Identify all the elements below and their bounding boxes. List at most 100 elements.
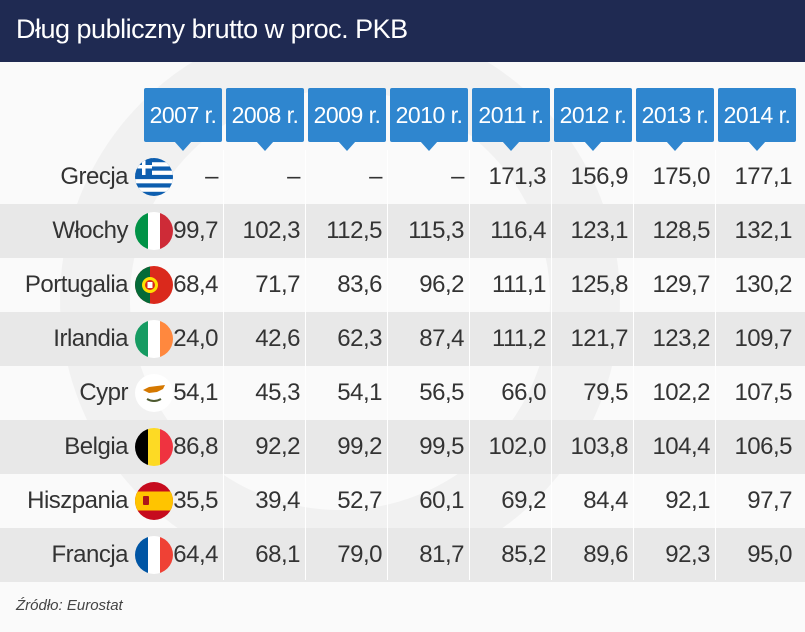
chart-title: Dług publiczny brutto w proc. PKB bbox=[16, 14, 408, 44]
table-cell: 115,3 bbox=[408, 217, 464, 244]
row-band bbox=[0, 528, 805, 582]
row-band bbox=[0, 420, 805, 474]
table-cell: 97,7 bbox=[747, 487, 792, 514]
column-header-2011: 2011 r. bbox=[472, 88, 550, 151]
table-cell: 69,2 bbox=[501, 487, 546, 514]
table-cell: 102,0 bbox=[488, 433, 546, 460]
table-cell: – bbox=[205, 163, 218, 190]
greece-flag-icon bbox=[135, 158, 173, 196]
table-cell: 92,2 bbox=[255, 433, 300, 460]
table-cell: 64,4 bbox=[173, 541, 218, 568]
country-label: Irlandia bbox=[53, 325, 128, 352]
table-cell: 103,8 bbox=[570, 433, 628, 460]
column-header-2010: 2010 r. bbox=[390, 88, 468, 151]
italy-flag-icon bbox=[135, 212, 173, 250]
table-cell: 68,1 bbox=[255, 541, 300, 568]
table-cell: 175,0 bbox=[652, 163, 710, 190]
row-band bbox=[0, 204, 805, 258]
france-flag-icon bbox=[135, 536, 173, 574]
table-cell: 102,3 bbox=[242, 217, 300, 244]
country-label: Francja bbox=[51, 541, 128, 568]
table-cell: 99,2 bbox=[337, 433, 382, 460]
table-cell: 111,1 bbox=[492, 271, 547, 298]
table-cell: 92,3 bbox=[665, 541, 710, 568]
table-cell: 123,1 bbox=[570, 217, 628, 244]
row-band bbox=[0, 312, 805, 366]
spain-flag-icon bbox=[135, 482, 173, 520]
table-cell: 107,5 bbox=[734, 379, 792, 406]
column-divider bbox=[223, 150, 224, 580]
table-cell: 66,0 bbox=[501, 379, 546, 406]
table-cell: 39,4 bbox=[255, 487, 300, 514]
table-cell: 71,7 bbox=[255, 271, 300, 298]
table-cell: 121,7 bbox=[570, 325, 628, 352]
ireland-flag-icon bbox=[135, 320, 173, 358]
column-header-2009: 2009 r. bbox=[308, 88, 386, 151]
country-label: Hiszpania bbox=[27, 487, 128, 514]
country-label: Cypr bbox=[79, 379, 128, 406]
table-cell: 60,1 bbox=[419, 487, 464, 514]
table-cell: 95,0 bbox=[747, 541, 792, 568]
table-cell: 116,4 bbox=[490, 217, 546, 244]
table-cell: 125,8 bbox=[570, 271, 628, 298]
table-cell: 86,8 bbox=[173, 433, 218, 460]
table-cell: 132,1 bbox=[734, 217, 792, 244]
table-cell: 112,5 bbox=[326, 217, 382, 244]
table-cell: – bbox=[451, 163, 464, 190]
table-cell: 96,2 bbox=[419, 271, 464, 298]
table-cell: 177,1 bbox=[734, 163, 792, 190]
table-cell: 35,5 bbox=[173, 487, 218, 514]
table-cell: 84,4 bbox=[583, 487, 628, 514]
table-cell: 99,7 bbox=[173, 217, 218, 244]
column-divider bbox=[469, 150, 470, 580]
table-cell: 128,5 bbox=[652, 217, 710, 244]
table-cell: 130,2 bbox=[734, 271, 792, 298]
table-cell: 129,7 bbox=[652, 271, 710, 298]
table-cell: 62,3 bbox=[337, 325, 382, 352]
table-cell: – bbox=[287, 163, 300, 190]
table-cell: 79,0 bbox=[337, 541, 382, 568]
column-header-2013: 2013 r. bbox=[636, 88, 714, 151]
table-cell: 104,4 bbox=[652, 433, 710, 460]
table-cell: 79,5 bbox=[583, 379, 628, 406]
column-header-2012: 2012 r. bbox=[554, 88, 632, 151]
column-divider bbox=[387, 150, 388, 580]
table-cell: 24,0 bbox=[173, 325, 218, 352]
portugal-flag-icon bbox=[135, 266, 173, 304]
table-cell: 89,6 bbox=[583, 541, 628, 568]
table-cell: 54,1 bbox=[337, 379, 382, 406]
belgium-flag-icon bbox=[135, 428, 173, 466]
table-cell: 42,6 bbox=[255, 325, 300, 352]
table-cell: 52,7 bbox=[337, 487, 382, 514]
table-cell: 45,3 bbox=[255, 379, 300, 406]
table-cell: 111,2 bbox=[492, 325, 547, 352]
source-note: Źródło: Eurostat bbox=[16, 597, 123, 614]
table-cell: 92,1 bbox=[665, 487, 710, 514]
table-cell: 85,2 bbox=[501, 541, 546, 568]
table-cell: 83,6 bbox=[337, 271, 382, 298]
table-cell: 99,5 bbox=[419, 433, 464, 460]
table-cell: 54,1 bbox=[173, 379, 218, 406]
column-header-2007: 2007 r. bbox=[144, 88, 222, 151]
table-cell: 68,4 bbox=[173, 271, 218, 298]
column-divider bbox=[305, 150, 306, 580]
table-cell: 102,2 bbox=[652, 379, 710, 406]
table-cell: 123,2 bbox=[652, 325, 710, 352]
cyprus-flag-icon bbox=[135, 374, 173, 412]
title-bar: Dług publiczny brutto w proc. PKB bbox=[0, 0, 805, 62]
country-label: Portugalia bbox=[24, 271, 129, 298]
country-label: Grecja bbox=[60, 163, 128, 190]
column-header-2014: 2014 r. bbox=[718, 88, 796, 151]
column-header-2008: 2008 r. bbox=[226, 88, 304, 151]
table-cell: 81,7 bbox=[419, 541, 464, 568]
table-cell: 156,9 bbox=[570, 163, 628, 190]
column-divider bbox=[633, 150, 634, 580]
column-divider bbox=[551, 150, 552, 580]
column-divider bbox=[715, 150, 716, 580]
table-cell: 106,5 bbox=[734, 433, 792, 460]
country-label: Włochy bbox=[52, 217, 128, 244]
table-cell: 109,7 bbox=[734, 325, 792, 352]
table-cell: 87,4 bbox=[419, 325, 464, 352]
table-cell: 171,3 bbox=[488, 163, 546, 190]
